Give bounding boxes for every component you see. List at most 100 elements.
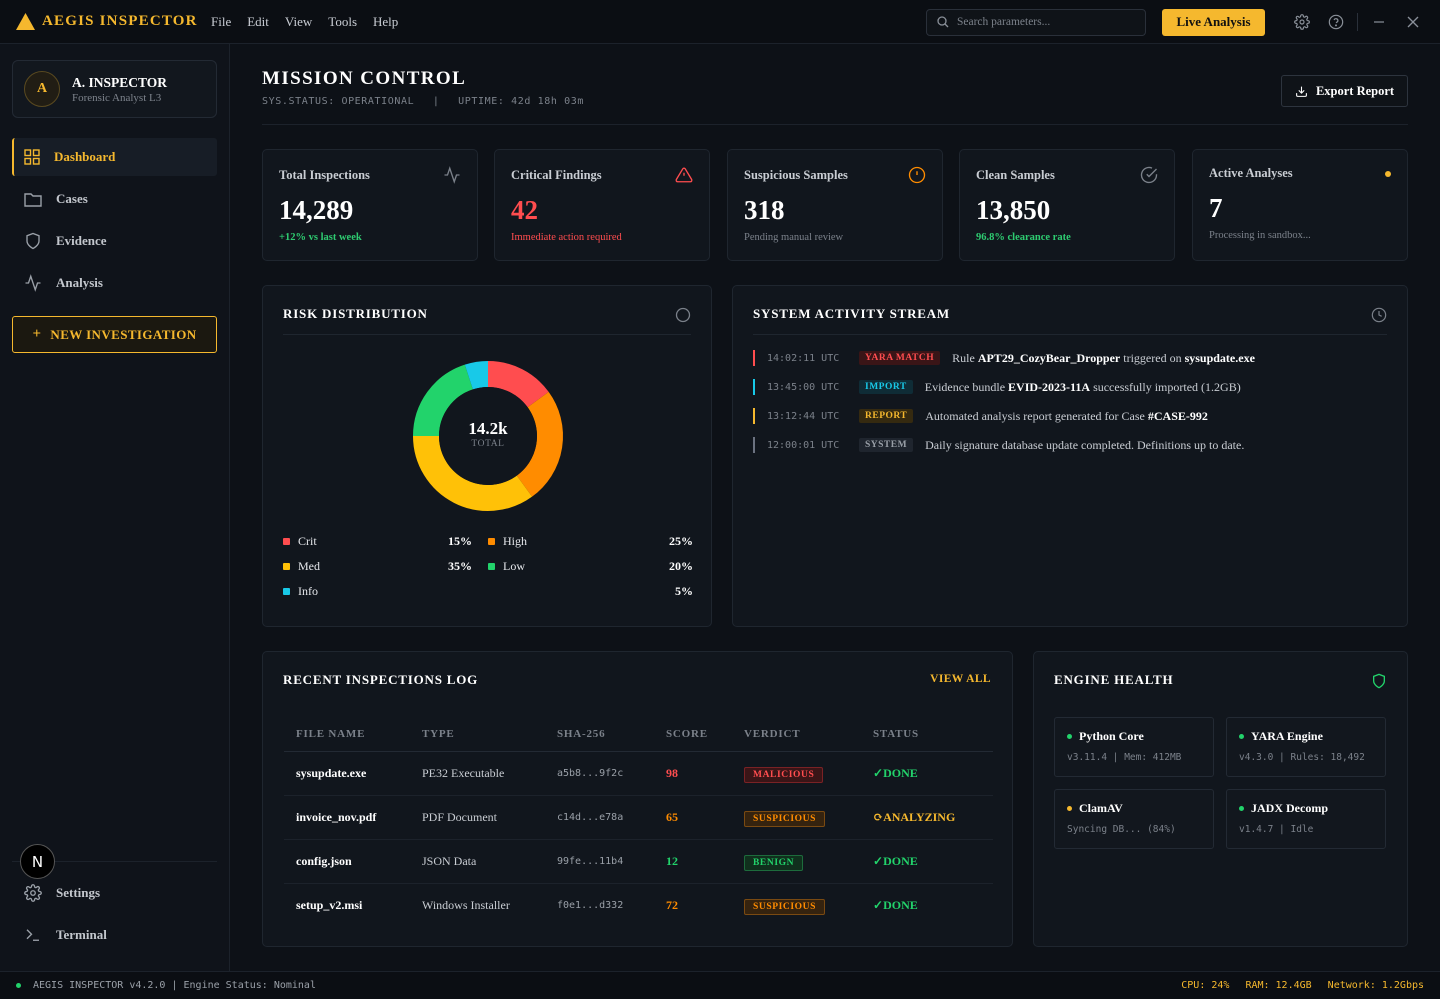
search-box[interactable]	[926, 8, 1146, 36]
sidebar-item-cases[interactable]: Cases	[12, 180, 217, 218]
column-header[interactable]: SHA-256	[545, 717, 654, 752]
stat-title: Total Inspections	[279, 168, 370, 182]
search-input[interactable]	[957, 16, 1137, 28]
column-header[interactable]: SCORE	[654, 717, 732, 752]
inspections-log-panel: RECENT INSPECTIONS LOG VIEW ALL FILE NAM…	[262, 651, 1013, 947]
status-indicator: ✓DONE	[873, 854, 918, 868]
engine-online-dot	[16, 983, 21, 988]
legend-row: Info 5%	[283, 579, 693, 604]
cell-verdict: BENIGN	[732, 839, 861, 884]
verdict-badge: MALICIOUS	[744, 766, 824, 783]
column-header[interactable]: FILE NAME	[284, 717, 410, 752]
export-report-button[interactable]: Export Report	[1281, 75, 1408, 107]
column-header[interactable]: TYPE	[410, 717, 545, 752]
event-severity-bar	[753, 408, 755, 424]
legend-item-med: Med 35%	[283, 559, 488, 574]
engine-card-jadx[interactable]: JADX Decomp v1.4.7 | Idle	[1226, 789, 1386, 849]
column-header[interactable]: STATUS	[861, 717, 993, 752]
stat-card-total-inspections: Total Inspections 14,289 +12% vs last we…	[262, 149, 478, 261]
event-tag: SYSTEM	[859, 438, 914, 452]
cell-status: ✓DONE	[861, 839, 993, 884]
activity-event[interactable]: 13:12:44 UTC REPORT Automated analysis r…	[753, 407, 1208, 425]
cell-sha256: f0e1...d332	[557, 899, 624, 911]
donut-segment-low	[413, 364, 474, 437]
table-row[interactable]: setup_v2.msi Windows Installer f0e1...d3…	[284, 883, 993, 927]
sidebar-item-settings[interactable]: Settings	[12, 874, 217, 912]
engine-card-python-core[interactable]: Python Core v3.11.4 | Mem: 412MB	[1054, 717, 1214, 777]
event-text: Evidence bundle	[924, 379, 1009, 394]
user-card[interactable]: A A. INSPECTOR Forensic Analyst L3	[12, 60, 217, 118]
view-all-link[interactable]: VIEW ALL	[930, 673, 991, 685]
refresh-icon: ⟳	[873, 809, 884, 824]
donut-segment-crit	[487, 361, 549, 408]
event-tag: REPORT	[859, 409, 914, 423]
alert-triangle-icon	[675, 167, 693, 183]
menu-file[interactable]: File	[211, 13, 232, 29]
donut-hole	[439, 387, 537, 485]
live-analysis-button[interactable]: Live Analysis	[1162, 8, 1265, 36]
close-button[interactable]	[1396, 7, 1430, 37]
terminal-icon	[26, 929, 39, 941]
panel-title: RISK DISTRIBUTION	[283, 306, 428, 321]
legend-percent: 20%	[669, 559, 693, 573]
cell-status: ✓DONE	[861, 751, 993, 796]
engine-card-clamav[interactable]: ClamAV Syncing DB... (84%)	[1054, 789, 1214, 849]
sidebar-nav: Dashboard Cases Evidence Analysis	[12, 138, 217, 306]
donut-segment-info	[464, 361, 489, 390]
status-dot-icon	[1385, 171, 1391, 177]
cell-sha256: a5b8...9f2c	[545, 751, 654, 796]
table-row[interactable]: config.json JSON Data 99fe...11b4 12 BEN…	[284, 839, 993, 884]
cell-status: ⟳ANALYZING	[861, 795, 993, 840]
settings-button[interactable]	[1285, 7, 1319, 37]
cell-type: PE32 Executable	[410, 751, 545, 796]
table-row[interactable]: invoice_nov.pdf PDF Document c14d...e78a…	[284, 795, 993, 840]
clock-icon	[1371, 307, 1387, 323]
cell-score: 12	[654, 839, 732, 884]
sidebar-item-evidence[interactable]: Evidence	[12, 222, 217, 260]
panel-title: SYSTEM ACTIVITY STREAM	[753, 306, 950, 321]
legend-percent: 35%	[448, 559, 472, 573]
new-investigation-button[interactable]: + NEW INVESTIGATION	[12, 316, 217, 353]
event-bundle-id: EVID-2023-11A	[1008, 379, 1091, 394]
check-icon: ✓	[873, 853, 884, 868]
grid-icon	[24, 149, 40, 165]
sidebar-item-terminal[interactable]: Terminal	[12, 916, 217, 954]
menu-edit[interactable]: Edit	[247, 13, 269, 29]
help-button[interactable]	[1319, 7, 1353, 37]
status-text: ANALYZING	[883, 809, 956, 824]
risk-donut-chart	[413, 361, 563, 511]
legend-item-low: Low 20%	[488, 559, 693, 574]
engine-name-text: JADX Decomp	[1251, 801, 1328, 815]
activity-event[interactable]: 13:45:00 UTC IMPORT Evidence bundle EVID…	[753, 378, 1241, 396]
cell-score: 72	[666, 897, 678, 912]
engine-card-yara[interactable]: YARA Engine v4.3.0 | Rules: 18,492	[1226, 717, 1386, 777]
menu-help[interactable]: Help	[373, 13, 399, 29]
user-name: A. INSPECTOR	[72, 74, 168, 90]
sidebar-item-analysis[interactable]: Analysis	[12, 264, 217, 302]
activity-event[interactable]: 14:02:11 UTC YARA MATCH Rule APT29_CozyB…	[753, 349, 1255, 367]
menu-view[interactable]: View	[284, 13, 313, 29]
n-badge[interactable]: N	[20, 844, 55, 879]
legend-swatch	[283, 538, 290, 545]
legend-swatch	[283, 563, 290, 570]
panel-divider	[283, 334, 691, 335]
table-row[interactable]: sysupdate.exe PE32 Executable a5b8...9f2…	[284, 751, 993, 796]
status-indicator: ✓DONE	[873, 766, 918, 780]
event-tag: IMPORT	[859, 380, 913, 394]
sidebar: A A. INSPECTOR Forensic Analyst L3 Dashb…	[0, 44, 230, 971]
sidebar-item-dashboard[interactable]: Dashboard	[12, 138, 217, 176]
legend-percent: 5%	[675, 584, 693, 598]
activity-icon	[25, 274, 41, 292]
menu-bar: File Edit View Tools Help	[211, 14, 414, 30]
event-time: 13:12:44 UTC	[767, 410, 840, 422]
brand: AEGIS INSPECTOR	[16, 13, 211, 30]
gear-icon	[1294, 14, 1310, 30]
stat-title: Critical Findings	[511, 168, 602, 182]
donut-total-value: 14.2k	[468, 419, 508, 438]
activity-event[interactable]: 12:00:01 UTC SYSTEM Daily signature data…	[753, 436, 1244, 454]
menu-tools[interactable]: Tools	[328, 13, 358, 29]
column-header[interactable]: VERDICT	[732, 717, 861, 752]
panel-title: ENGINE HEALTH	[1054, 672, 1174, 687]
minimize-button[interactable]	[1362, 7, 1396, 37]
